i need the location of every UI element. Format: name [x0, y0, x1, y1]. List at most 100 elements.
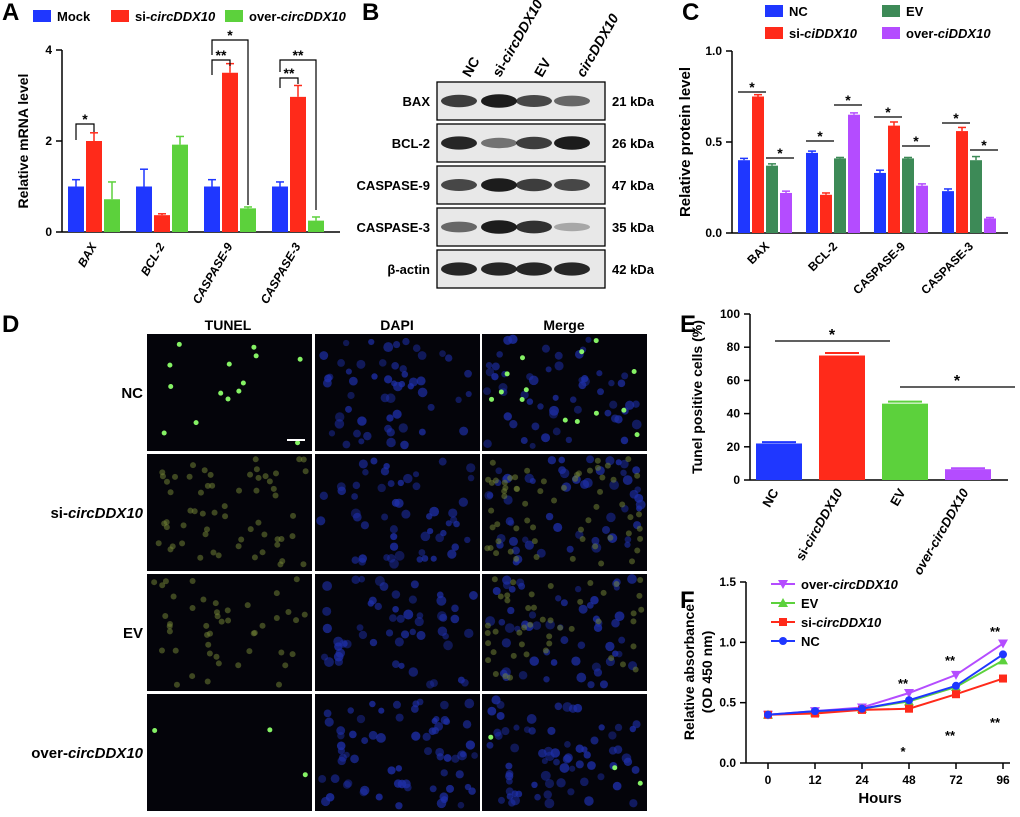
tunel-dot — [176, 341, 182, 347]
nucleus-dot — [342, 339, 350, 347]
tunel-dot — [224, 607, 231, 614]
tunel-dot — [504, 371, 510, 377]
nucleus-dot — [319, 491, 328, 500]
nucleus-dot — [407, 383, 414, 390]
tunel-dot — [253, 353, 259, 359]
tunel-dot — [593, 503, 600, 510]
legend-f-label-over-circddx10: over-circDDX10 — [801, 577, 899, 592]
tunel-dot — [293, 617, 300, 624]
legend-f-label-ev: EV — [801, 596, 819, 611]
bar-e-ev — [882, 403, 928, 480]
tunel-dot — [221, 503, 228, 510]
nucleus-dot — [618, 636, 626, 644]
nucleus-dot — [629, 799, 638, 808]
f-axis-ticks: 0.0 0.5 1.0 1.5 0 12 24 48 72 96 — [719, 575, 1010, 787]
e-xtick-label-si: si-circDDX10 — [792, 485, 845, 563]
nucleus-dot — [324, 657, 334, 667]
nucleus-dot — [344, 779, 353, 788]
blot-band-caspase-3-lane-3 — [516, 220, 552, 234]
a-sig-bracket-bax — [75, 123, 95, 140]
tunel-dot — [593, 410, 599, 416]
tunel-dot — [151, 579, 158, 586]
nucleus-dot — [429, 679, 438, 688]
nucleus-dot — [387, 766, 396, 775]
bar-e-over-circddx10 — [945, 469, 991, 480]
tunel-dot — [621, 407, 627, 413]
nucleus-dot — [381, 513, 389, 521]
nucleus-dot — [552, 394, 559, 401]
e-ytick-label-40: 40 — [727, 407, 741, 421]
nucleus-dot — [520, 437, 528, 444]
nucleus-dot — [429, 785, 437, 793]
nucleus-dot — [322, 606, 332, 616]
nucleus-dot — [342, 440, 351, 449]
c-y-axis-title: Relative protein level — [677, 67, 694, 217]
nucleus-dot — [393, 381, 403, 392]
nucleus-dot — [409, 628, 417, 636]
nucleus-dot — [385, 629, 394, 637]
d-micrograph-grid — [147, 334, 647, 811]
nucleus-dot — [483, 387, 491, 396]
tunel-dot — [625, 456, 632, 463]
nucleus-dot — [537, 403, 544, 410]
tunel-dot — [595, 618, 602, 625]
nucleus-dot — [318, 775, 327, 783]
nucleus-dot — [363, 431, 372, 441]
tunel-dot — [293, 576, 300, 583]
bar-a-si-circddx10-caspase-9 — [222, 72, 238, 232]
legend-c-label-si: si-ciDDX10 — [789, 26, 858, 41]
tunel-dot — [619, 501, 626, 508]
nucleus-dot — [414, 617, 424, 627]
tunel-dot — [203, 526, 210, 533]
tunel-dot — [587, 580, 594, 587]
f-xtick-label-0: 0 — [765, 773, 772, 787]
legend-c-swatch-ev — [882, 5, 900, 17]
bar-c-si-ciddx10-caspase-3 — [956, 131, 968, 233]
nucleus-dot — [526, 714, 537, 724]
tunel-dot — [189, 673, 196, 680]
nucleus-dot — [496, 351, 503, 358]
nucleus-dot — [368, 338, 375, 346]
nucleus-dot — [559, 763, 570, 773]
tunel-dot — [597, 488, 604, 495]
f-ytick-label-1-0: 1.0 — [719, 635, 736, 649]
nucleus-dot — [421, 555, 429, 562]
nucleus-dot — [496, 700, 505, 709]
bar-c-nc-bax — [738, 160, 750, 233]
f-xtick-label-24: 24 — [855, 773, 869, 787]
nucleus-dot — [389, 614, 397, 622]
tunel-dot — [490, 649, 497, 656]
nucleus-dot — [528, 375, 539, 386]
tunel-dot — [155, 540, 162, 547]
nucleus-dot — [434, 721, 444, 731]
c-sig-mark-casp9-1: * — [885, 104, 891, 120]
f-ytick-label-1-5: 1.5 — [719, 575, 736, 589]
nucleus-dot — [487, 706, 497, 716]
nucleus-dot — [400, 630, 410, 639]
blot-band-caspase-9-lane-4 — [554, 179, 590, 191]
nucleus-dot — [384, 375, 393, 384]
tunel-dot — [489, 396, 495, 402]
tunel-dot — [225, 396, 231, 402]
nucleus-dot — [544, 778, 555, 789]
nucleus-dot — [505, 787, 514, 796]
nucleus-dot — [621, 753, 632, 763]
f-x-axis-title: Hours — [858, 790, 901, 807]
blot-band-caspase-3-lane-2 — [481, 220, 517, 234]
tunel-dot — [212, 600, 219, 607]
nucleus-dot — [573, 405, 582, 414]
c-xtick-label-casp3: CASPASE-3 — [918, 239, 976, 297]
blot-band-caspase-3-lane-4 — [554, 222, 590, 232]
tunel-dot — [200, 596, 207, 603]
tunel-dot — [522, 500, 529, 507]
blot-band-bax-lane-3 — [516, 95, 552, 107]
f-sig-upper-48: ** — [898, 676, 909, 691]
nucleus-dot — [435, 533, 445, 543]
nucleus-dot — [615, 459, 622, 466]
panel-d: D TUNEL DAPI Merge NC si-circDDX10 EV ov… — [2, 311, 647, 811]
nucleus-dot — [605, 641, 615, 652]
nucleus-dot — [356, 714, 366, 724]
tunel-dot — [278, 649, 285, 656]
tunel-dot — [189, 578, 196, 585]
micrograph-r1-c3 — [482, 334, 647, 451]
